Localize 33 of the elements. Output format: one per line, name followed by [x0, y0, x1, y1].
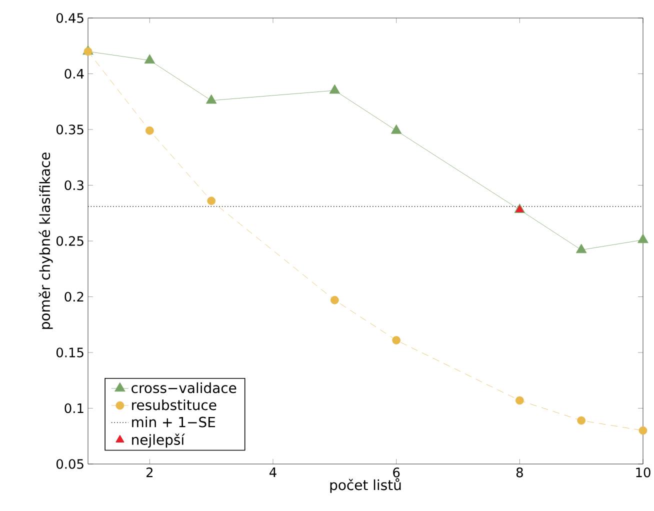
point — [638, 234, 648, 244]
point — [576, 244, 587, 254]
point — [330, 296, 339, 304]
y-tick-label: 0.4 — [64, 68, 84, 79]
y-tick-label: 0.2 — [64, 292, 84, 302]
x-axis-title: počet listů — [330, 478, 401, 493]
x-tick-label: 10 — [636, 468, 650, 478]
x-tick-label: 4 — [270, 468, 276, 477]
point — [144, 54, 156, 64]
y-tick-label: 0.1 — [64, 403, 84, 414]
y-tick-label: 0.15 — [56, 348, 84, 358]
y-tick-label: 0.35 — [56, 124, 84, 134]
y-tick-label: 0.3 — [64, 180, 84, 190]
point — [329, 84, 340, 94]
x-tick-label: 6 — [393, 468, 400, 478]
y-tick-label: 0.45 — [56, 13, 84, 23]
point — [577, 416, 586, 425]
point — [145, 126, 154, 135]
point — [206, 94, 217, 104]
x-tick-label: 8 — [516, 468, 523, 478]
y-tick-label: 0.05 — [56, 459, 84, 469]
x-tick-label: 2 — [146, 468, 152, 478]
legend-label: cross−validace — [132, 382, 236, 394]
legend-label: nejlepší — [132, 434, 185, 448]
legend-label: resubstituce — [132, 399, 216, 410]
point — [392, 336, 401, 344]
point — [390, 124, 402, 134]
legend-label: min + 1−SE — [132, 416, 216, 428]
point — [515, 396, 524, 405]
point — [207, 196, 216, 206]
y-axis-title: poměr chybné klasifikace — [38, 152, 53, 329]
point — [638, 426, 648, 435]
y-tick-label: 0.25 — [56, 236, 84, 246]
